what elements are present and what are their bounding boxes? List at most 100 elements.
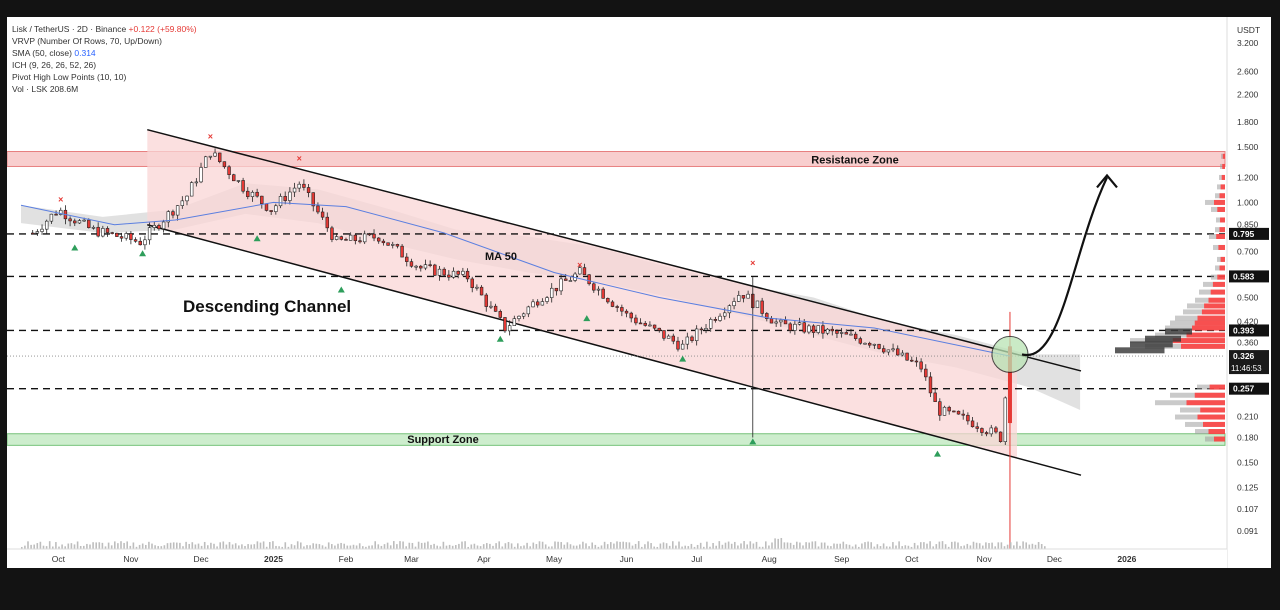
candle-body [278,196,283,207]
legend-volume-value: 208.6M [49,84,79,94]
candle-body [587,274,591,285]
price-tick-label[interactable]: 0.850 [1237,220,1259,230]
candle-body [316,205,320,213]
time-tick-label[interactable]: Jul [691,554,702,564]
time-tick-label[interactable]: Apr [477,554,490,564]
price-tick-label[interactable]: 0.500 [1237,292,1259,302]
candle-body [218,152,222,162]
price-tick-label[interactable]: 0.107 [1237,504,1259,514]
price-tick-label[interactable]: 0.125 [1237,482,1259,492]
candle-body [592,283,596,291]
price-tick-label[interactable]: 1.500 [1237,142,1259,152]
time-tick-label[interactable]: May [546,554,563,564]
time-tick-label[interactable]: Dec [1047,554,1063,564]
candle-body [87,219,91,228]
price-tick-label[interactable]: 0.150 [1237,457,1259,467]
price-tick-label[interactable]: 1.200 [1237,172,1259,182]
time-tick-label[interactable]: Mar [404,554,419,564]
time-tick-label[interactable]: 2025 [264,554,283,564]
price-tag-label-level_795: 0.795 [1233,229,1255,239]
candle-body [292,187,297,193]
candle-body [288,191,292,201]
candle-body [82,219,86,222]
candle-body [143,239,147,246]
price-tick-label[interactable]: 0.210 [1237,411,1259,421]
price-tag-current[interactable] [1229,350,1269,375]
candle-body [30,232,35,235]
candle-body [503,317,507,332]
time-tick-label[interactable]: 2026 [1117,554,1136,564]
candle-body [825,328,830,334]
candle-body [115,232,119,237]
projection-arrow[interactable] [1021,176,1108,356]
pivot-high-marker: × [750,258,755,268]
price-tag-level_583[interactable] [1229,270,1269,283]
candle-body [73,220,77,224]
candle-body [648,324,652,327]
price-tick-label[interactable]: 3.200 [1237,38,1259,48]
time-tick-label[interactable]: Sep [834,554,849,564]
candle-body [858,338,863,344]
time-tick-label[interactable]: Nov [123,554,139,564]
candle-body [694,328,699,341]
candle-body [830,328,834,332]
candles[interactable] [30,148,1012,549]
candle-body [863,342,867,345]
candle-body [816,325,820,333]
time-tick-label[interactable]: Jun [620,554,634,564]
price-tick-label[interactable]: 2.600 [1237,66,1259,76]
time-tick-label[interactable]: Aug [762,554,777,564]
candle-body [896,348,900,356]
price-tag-level_393[interactable] [1229,324,1269,337]
candle-body [867,342,872,346]
price-tick-label[interactable]: 1.800 [1237,117,1259,127]
candle-body [807,325,811,333]
sma-50-line[interactable] [20,201,1011,357]
time-tick-label[interactable]: Feb [339,554,354,564]
legend-pivot[interactable]: Pivot High Low Points (10, 10) [12,72,127,82]
candle-body [975,426,979,429]
price-tick-label[interactable]: 2.200 [1237,89,1259,99]
resistance-zone[interactable] [7,151,1226,167]
legend-vrvp[interactable]: VRVP (Number Of Rows, 70, Up/Down) [12,36,162,46]
price-tag-level_795[interactable] [1229,227,1269,240]
price-tick-label[interactable]: 0.420 [1237,316,1259,326]
candle-body [49,213,54,222]
candle-body [479,286,484,296]
price-tick-label[interactable]: 0.360 [1237,337,1259,347]
candle-body [157,225,161,230]
time-tick-label[interactable]: Nov [977,554,993,564]
candle-body [185,195,189,202]
candle-body [760,300,764,314]
time-tick-label[interactable]: Dec [193,554,209,564]
price-tick-label[interactable]: 0.180 [1237,433,1259,443]
price-tick-label[interactable]: 1.000 [1237,197,1259,207]
price-tag-level_257[interactable] [1229,382,1269,395]
legend-ichimoku[interactable]: ICH (9, 26, 26, 52, 26) [12,60,97,70]
legend-volume-row[interactable]: Vol · LSK 208.6M [12,83,197,95]
price-chart[interactable]: × × × × × Resistance Zone Support Zone Descendi… [7,17,1271,568]
candle-body [461,270,465,275]
candle-body [129,233,133,240]
candle-body [638,322,643,325]
support-zone[interactable] [7,433,1226,446]
candle-body [203,156,208,168]
candle-body [984,432,989,435]
legend-sma-row[interactable]: SMA (50, close) 0.314 [12,47,197,59]
price-tick-label[interactable]: 0.091 [1237,526,1259,536]
support-zone-label: Support Zone [407,434,479,446]
arrowhead-icon [1096,173,1118,189]
candle-body [1003,397,1007,442]
legend-sma-value: 0.314 [74,48,96,58]
legend-symbol-row[interactable]: Lisk / TetherUS · 2D · Binance +0.122 (+… [12,23,197,35]
channel-lower-line[interactable] [147,223,1082,476]
time-tick-label[interactable]: Oct [52,554,66,564]
candle-body [676,340,680,350]
time-tick-label[interactable]: Oct [905,554,919,564]
chart-frame[interactable]: × × × × × Resistance Zone Support Zone Descendi… [7,17,1271,568]
candle-body [685,336,690,345]
descending-channel-label: Descending Channel [183,297,351,316]
price-tick-label[interactable]: 0.700 [1237,246,1259,256]
candle-body [839,332,844,334]
candle-body [779,319,783,323]
